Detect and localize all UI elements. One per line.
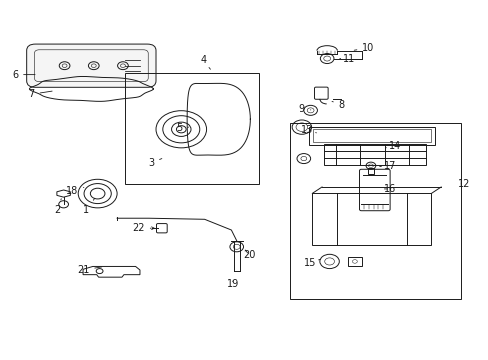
Text: 22: 22 bbox=[132, 223, 151, 233]
Text: 18: 18 bbox=[65, 186, 83, 197]
Text: 16: 16 bbox=[384, 184, 396, 194]
Text: 5: 5 bbox=[175, 123, 188, 133]
Bar bbox=[367, 168, 373, 174]
Text: 14: 14 bbox=[385, 141, 401, 151]
Text: 3: 3 bbox=[148, 158, 162, 168]
Text: 7: 7 bbox=[28, 89, 52, 99]
Text: 11: 11 bbox=[339, 54, 355, 64]
Bar bbox=[308, 127, 434, 145]
Text: 17: 17 bbox=[379, 161, 396, 171]
Text: 9: 9 bbox=[298, 104, 310, 113]
Bar bbox=[125, 73, 259, 184]
Bar bbox=[289, 123, 460, 298]
Text: 4: 4 bbox=[200, 55, 210, 69]
Text: 20: 20 bbox=[243, 250, 255, 260]
Bar bbox=[312, 129, 430, 143]
Text: 10: 10 bbox=[353, 43, 374, 53]
FancyBboxPatch shape bbox=[27, 44, 156, 87]
Bar bbox=[312, 193, 430, 245]
Text: 6: 6 bbox=[12, 69, 35, 80]
Text: 2: 2 bbox=[54, 199, 61, 215]
Text: 15: 15 bbox=[303, 258, 320, 268]
Bar bbox=[323, 144, 425, 165]
Text: 21: 21 bbox=[77, 265, 102, 275]
Text: 19: 19 bbox=[226, 279, 239, 289]
Text: 8: 8 bbox=[331, 100, 344, 110]
Text: 12: 12 bbox=[457, 179, 469, 189]
Text: 13: 13 bbox=[300, 125, 316, 135]
Text: 1: 1 bbox=[83, 198, 95, 215]
